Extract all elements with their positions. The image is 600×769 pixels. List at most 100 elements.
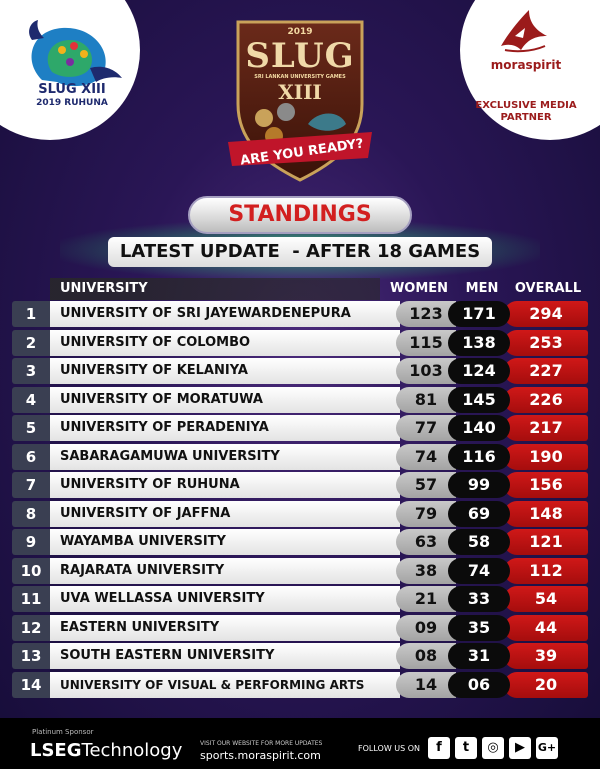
row-men: 31 <box>448 643 510 669</box>
sponsor-name: LSEG <box>30 740 82 761</box>
google-plus-icon[interactable]: G+ <box>536 737 558 759</box>
row-men: 33 <box>448 586 510 612</box>
table-row: 12 EASTERN UNIVERSITY 09 44 35 <box>0 614 600 641</box>
youtube-icon[interactable]: ▶ <box>509 737 531 759</box>
peacock-logo-icon <box>29 20 122 87</box>
twitter-icon[interactable]: t <box>455 737 477 759</box>
row-women: 08 <box>396 643 456 669</box>
table-row: 1 UNIVERSITY OF SRI JAYEWARDENEPURA 123 … <box>0 301 600 327</box>
row-overall: 226 <box>504 386 588 413</box>
visit-website-text: VISIT OUR WEBSITE FOR MORE UPDATES <box>200 740 323 747</box>
shark-logo-icon <box>501 10 547 53</box>
row-overall: 190 <box>504 443 588 470</box>
header-university: UNIVERSITY <box>50 278 380 300</box>
row-university: UNIVERSITY OF RUHUNA <box>50 472 400 498</box>
table-row: 3 UNIVERSITY OF KELANIYA 103 227 124 <box>0 358 600 384</box>
row-women: 38 <box>396 557 456 584</box>
row-women: 79 <box>396 500 456 527</box>
row-men: 35 <box>448 614 510 641</box>
header-overall: OVERALL <box>514 281 582 296</box>
row-university: UNIVERSITY OF KELANIYA <box>50 358 400 384</box>
row-men: 99 <box>448 472 510 498</box>
table-row: 8 UNIVERSITY OF JAFFNA 79 148 69 <box>0 500 600 527</box>
row-overall: 217 <box>504 415 588 441</box>
row-university: SABARAGAMUWA UNIVERSITY <box>50 443 400 470</box>
row-rank: 1 <box>12 301 50 327</box>
sponsor-name-suffix: Technology <box>81 740 183 761</box>
row-overall: 54 <box>504 586 588 612</box>
row-overall: 20 <box>504 671 588 698</box>
row-overall: 294 <box>504 301 588 327</box>
row-university: RAJARATA UNIVERSITY <box>50 557 400 584</box>
shield-title: SLUG <box>245 36 355 76</box>
media-partner-line2: PARTNER <box>500 112 552 123</box>
sponsor-label: Platinum Sponsor <box>32 728 94 736</box>
table-row: 4 UNIVERSITY OF MORATUWA 81 226 145 <box>0 386 600 413</box>
slug-logo-subtitle: 2019 RUHUNA <box>36 98 108 108</box>
row-rank: 10 <box>12 557 50 584</box>
row-women: 74 <box>396 443 456 470</box>
row-men: 58 <box>448 529 510 555</box>
header-women: WOMEN <box>389 281 449 296</box>
row-men: 74 <box>448 557 510 584</box>
row-university: UNIVERSITY OF COLOMBO <box>50 329 400 356</box>
standings-title: STANDINGS <box>188 196 412 234</box>
row-men: 171 <box>448 301 510 327</box>
row-rank: 3 <box>12 358 50 384</box>
instagram-icon[interactable]: ◎ <box>482 737 504 759</box>
row-women: 123 <box>396 301 456 327</box>
table-row: 7 UNIVERSITY OF RUHUNA 57 156 99 <box>0 472 600 498</box>
row-university: SOUTH EASTERN UNIVERSITY <box>50 643 400 669</box>
table-row: 14 UNIVERSITY OF VISUAL & PERFORMING ART… <box>0 671 600 698</box>
table-row: 5 UNIVERSITY OF PERADENIYA 77 217 140 <box>0 415 600 441</box>
row-women: 09 <box>396 614 456 641</box>
row-university: WAYAMBA UNIVERSITY <box>50 529 400 555</box>
slug-shield-icon <box>228 20 372 182</box>
row-men: 124 <box>448 358 510 384</box>
row-overall: 44 <box>504 614 588 641</box>
row-women: 115 <box>396 329 456 356</box>
row-men: 116 <box>448 443 510 470</box>
media-partner-line1: EXCLUSIVE MEDIA <box>475 100 577 111</box>
row-university: UNIVERSITY OF VISUAL & PERFORMING ARTS <box>50 671 400 698</box>
row-women: 103 <box>396 358 456 384</box>
row-rank: 14 <box>12 671 50 698</box>
row-rank: 7 <box>12 472 50 498</box>
row-overall: 227 <box>504 358 588 384</box>
row-rank: 8 <box>12 500 50 527</box>
row-rank: 5 <box>12 415 50 441</box>
row-men: 138 <box>448 329 510 356</box>
shield-numeral: XIII <box>278 80 322 104</box>
row-overall: 253 <box>504 329 588 356</box>
row-overall: 156 <box>504 472 588 498</box>
facebook-icon[interactable]: f <box>428 737 450 759</box>
sponsor-logo: LSEGTechnology <box>30 740 182 761</box>
follow-us-label: FOLLOW US ON <box>358 744 421 753</box>
shield-year: 2019 <box>287 27 313 37</box>
header-men: MEN <box>465 281 499 296</box>
latest-update-label: LATEST UPDATE - AFTER 18 GAMES <box>108 237 492 267</box>
table-row: 10 RAJARATA UNIVERSITY 38 112 74 <box>0 557 600 584</box>
row-overall: 112 <box>504 557 588 584</box>
row-men: 69 <box>448 500 510 527</box>
shield-subtitle: SRI LANKAN UNIVERSITY GAMES <box>254 74 346 80</box>
row-rank: 11 <box>12 586 50 612</box>
website-link[interactable]: sports.moraspirit.com <box>200 749 321 762</box>
slug-logo-title: SLUG XIII <box>38 82 106 97</box>
table-row: 6 SABARAGAMUWA UNIVERSITY 74 190 116 <box>0 443 600 470</box>
row-overall: 39 <box>504 643 588 669</box>
row-rank: 2 <box>12 329 50 356</box>
row-men: 140 <box>448 415 510 441</box>
row-women: 14 <box>396 671 456 698</box>
media-partner-label: EXCLUSIVE MEDIA PARTNER <box>470 100 582 124</box>
moraspirit-name: moraspirit <box>490 58 562 72</box>
row-rank: 9 <box>12 529 50 555</box>
table-row: 9 WAYAMBA UNIVERSITY 63 121 58 <box>0 529 600 555</box>
row-men: 145 <box>448 386 510 413</box>
row-overall: 148 <box>504 500 588 527</box>
row-rank: 13 <box>12 643 50 669</box>
table-row: 2 UNIVERSITY OF COLOMBO 115 253 138 <box>0 329 600 356</box>
row-rank: 4 <box>12 386 50 413</box>
row-university: UVA WELLASSA UNIVERSITY <box>50 586 400 612</box>
row-university: UNIVERSITY OF PERADENIYA <box>50 415 400 441</box>
